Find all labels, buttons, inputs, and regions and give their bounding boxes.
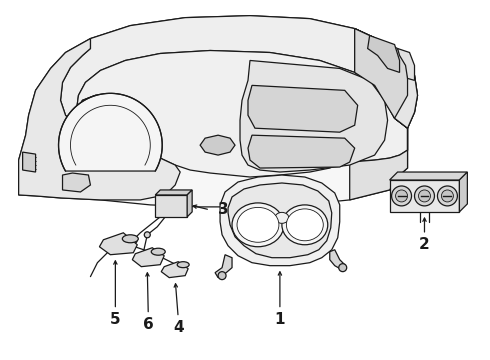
Polygon shape [58, 93, 162, 171]
Text: 3: 3 [218, 202, 228, 217]
Polygon shape [63, 173, 91, 192]
Polygon shape [99, 233, 137, 255]
Circle shape [395, 190, 408, 202]
Polygon shape [132, 248, 164, 267]
Ellipse shape [282, 205, 328, 245]
Polygon shape [240, 60, 388, 172]
Text: 4: 4 [173, 320, 183, 335]
Text: 6: 6 [143, 317, 154, 332]
Polygon shape [187, 190, 192, 217]
Polygon shape [155, 190, 192, 195]
Circle shape [415, 186, 435, 206]
Circle shape [438, 186, 457, 206]
Polygon shape [155, 195, 187, 217]
Ellipse shape [177, 262, 189, 268]
Polygon shape [390, 172, 467, 180]
Text: 5: 5 [110, 312, 121, 327]
Polygon shape [355, 28, 408, 118]
Polygon shape [200, 135, 235, 155]
Polygon shape [248, 135, 355, 168]
Circle shape [129, 236, 137, 244]
Ellipse shape [275, 212, 289, 223]
Polygon shape [248, 85, 358, 132]
Polygon shape [397, 49, 415, 80]
Ellipse shape [286, 209, 323, 241]
Polygon shape [19, 15, 417, 207]
Ellipse shape [237, 207, 279, 242]
Polygon shape [228, 183, 332, 258]
Circle shape [392, 186, 412, 206]
Circle shape [144, 232, 150, 238]
Polygon shape [220, 175, 340, 266]
Circle shape [418, 190, 431, 202]
Text: 2: 2 [419, 237, 430, 252]
Polygon shape [61, 15, 417, 128]
Polygon shape [390, 180, 460, 212]
Ellipse shape [122, 235, 138, 243]
Polygon shape [350, 28, 408, 200]
Polygon shape [215, 255, 232, 278]
Polygon shape [161, 262, 188, 278]
Polygon shape [368, 36, 399, 72]
Polygon shape [330, 250, 345, 270]
Text: 1: 1 [275, 312, 285, 327]
Ellipse shape [151, 248, 165, 255]
Ellipse shape [232, 203, 284, 247]
Circle shape [441, 190, 453, 202]
Polygon shape [460, 172, 467, 212]
Circle shape [218, 272, 226, 280]
Polygon shape [23, 152, 36, 172]
Circle shape [339, 264, 347, 272]
Polygon shape [76, 50, 408, 177]
Polygon shape [355, 28, 417, 128]
Polygon shape [19, 39, 180, 200]
